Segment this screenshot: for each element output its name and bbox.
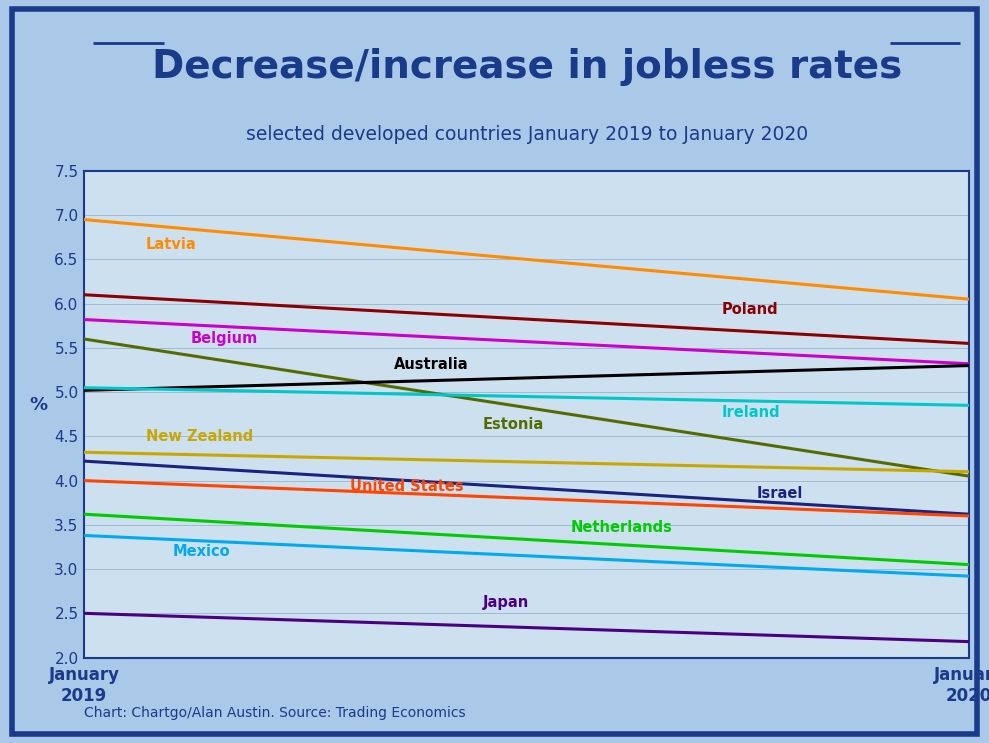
Text: Israel: Israel [757,486,803,502]
Text: Poland: Poland [721,302,778,317]
Text: Estonia: Estonia [483,418,544,432]
Text: Ireland: Ireland [721,405,780,420]
Text: United States: United States [350,479,463,494]
Text: Mexico: Mexico [173,544,230,559]
Text: Decrease/increase in jobless rates: Decrease/increase in jobless rates [151,48,902,85]
Text: Latvia: Latvia [146,237,197,252]
Text: Japan: Japan [483,595,529,610]
Text: Netherlands: Netherlands [571,520,673,535]
Text: selected developed countries January 2019 to January 2020: selected developed countries January 201… [245,125,808,144]
Text: Belgium: Belgium [190,331,257,346]
Text: Chart: Chartgo/Alan Austin. Source: Trading Economics: Chart: Chartgo/Alan Austin. Source: Trad… [84,707,466,720]
Text: New Zealand: New Zealand [146,429,253,444]
Text: Australia: Australia [394,357,469,372]
Y-axis label: %: % [29,396,47,414]
